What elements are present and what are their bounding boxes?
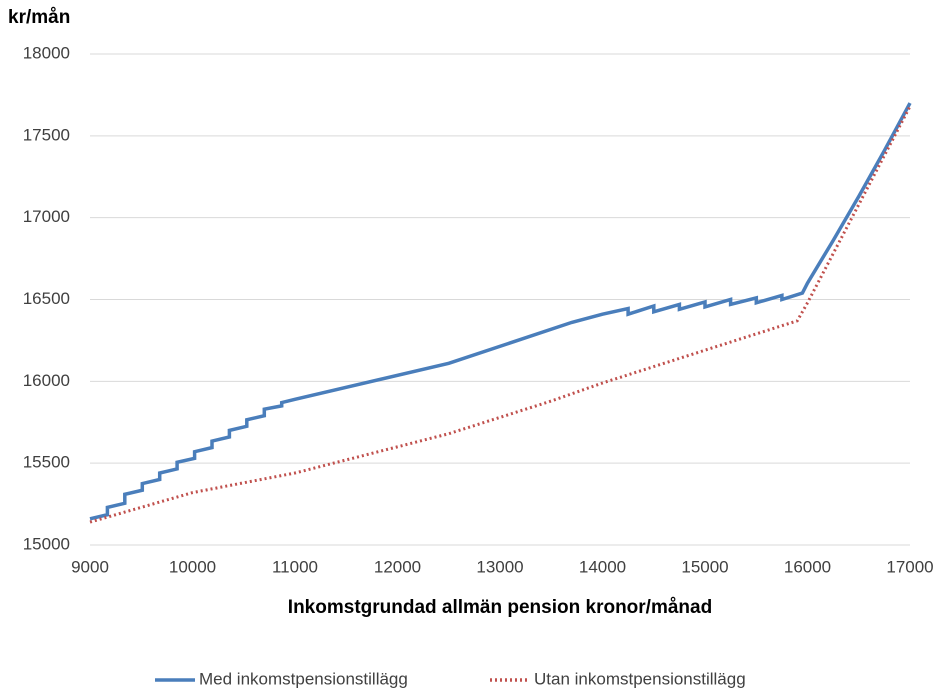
x-tick-label: 17000 xyxy=(886,557,933,576)
y-tick-label: 18000 xyxy=(23,43,70,62)
y-axis-label: kr/mån xyxy=(8,7,70,28)
legend-label: Med inkomstpensionstillägg xyxy=(199,669,408,688)
series-line xyxy=(89,102,912,521)
x-tick-label: 12000 xyxy=(374,557,421,576)
series-line xyxy=(89,105,912,524)
x-tick-label: 11000 xyxy=(272,557,318,576)
y-tick-label: 16000 xyxy=(23,371,70,390)
x-tick-label: 14000 xyxy=(579,557,626,576)
x-tick-label: 10000 xyxy=(169,557,216,576)
y-tick-label: 17000 xyxy=(23,207,70,226)
y-tick-label: 17500 xyxy=(23,125,70,144)
y-tick-label: 15500 xyxy=(23,453,70,472)
x-tick-label: 13000 xyxy=(476,557,523,576)
legend-label: Utan inkomstpensionstillägg xyxy=(534,669,746,688)
x-tick-label: 16000 xyxy=(784,557,831,576)
x-tick-label: 15000 xyxy=(681,557,728,576)
y-tick-label: 16500 xyxy=(23,289,70,308)
y-tick-label: 15000 xyxy=(23,534,70,553)
x-axis-label: Inkomstgrundad allmän pension kronor/mån… xyxy=(288,597,712,618)
x-tick-label: 9000 xyxy=(71,557,109,576)
